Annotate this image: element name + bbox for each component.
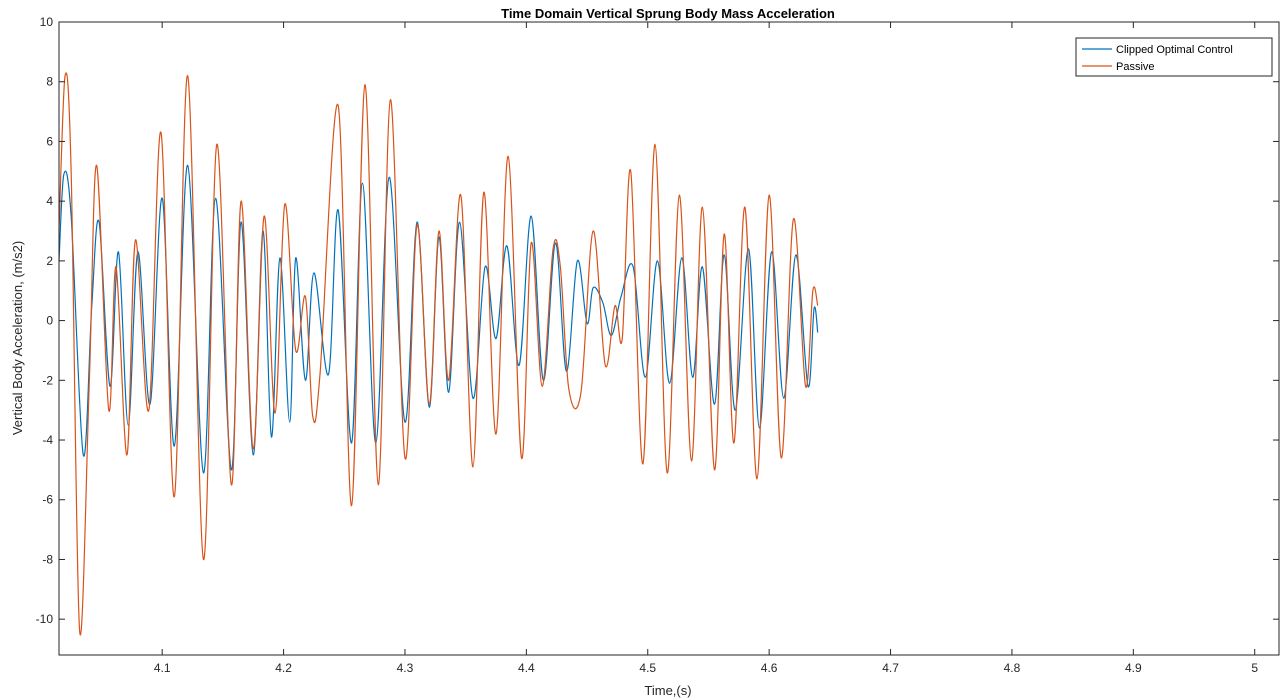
- x-tick-label: 5: [1251, 661, 1258, 675]
- y-tick-label: -8: [42, 552, 53, 566]
- y-axis-label: Vertical Body Acceleration, (m/s2): [10, 241, 25, 435]
- y-tick-label: 6: [46, 134, 53, 148]
- y-tick-label: 0: [46, 314, 53, 328]
- legend-box: [1075, 37, 1273, 77]
- x-tick-label: 4.3: [397, 661, 414, 675]
- legend: Clipped Optimal Control Passive: [1075, 37, 1273, 77]
- y-tick-label: 8: [46, 75, 53, 89]
- x-tick-label: 4.2: [275, 661, 292, 675]
- x-tick-label: 4.6: [761, 661, 778, 675]
- y-tick-label: -4: [42, 433, 53, 447]
- series-line-passive: [58, 72, 819, 636]
- y-axis: -10 -8 -6 -4 -2 0 2 4 6 8 10: [36, 15, 1279, 626]
- y-tick-label: -6: [42, 493, 53, 507]
- plot-area: [59, 22, 1279, 655]
- series-layer: [58, 72, 819, 636]
- chart-title: Time Domain Vertical Sprung Body Mass Ac…: [501, 6, 835, 21]
- axes-frame: [58, 21, 1280, 656]
- y-tick-label: 10: [40, 15, 54, 29]
- x-tick-label: 4.5: [639, 661, 656, 675]
- series-line-clipped-optimal-control: [58, 164, 819, 474]
- y-tick-label: -2: [42, 373, 53, 387]
- x-axis: 4.1 4.2 4.3 4.4 4.5 4.6 4.7 4.8 4.9 5: [154, 22, 1258, 675]
- x-tick-label: 4.8: [1004, 661, 1021, 675]
- x-tick-label: 4.4: [518, 661, 535, 675]
- y-tick-label: 2: [46, 254, 53, 268]
- legend-label-passive: Passive: [1116, 61, 1155, 73]
- x-tick-label: 4.9: [1125, 661, 1142, 675]
- y-tick-label: 4: [46, 194, 53, 208]
- x-tick-label: 4.7: [882, 661, 899, 675]
- x-tick-label: 4.1: [154, 661, 171, 675]
- legend-label-clipped: Clipped Optimal Control: [1116, 44, 1233, 56]
- x-axis-label: Time,(s): [644, 683, 691, 698]
- y-tick-label: -10: [36, 612, 54, 626]
